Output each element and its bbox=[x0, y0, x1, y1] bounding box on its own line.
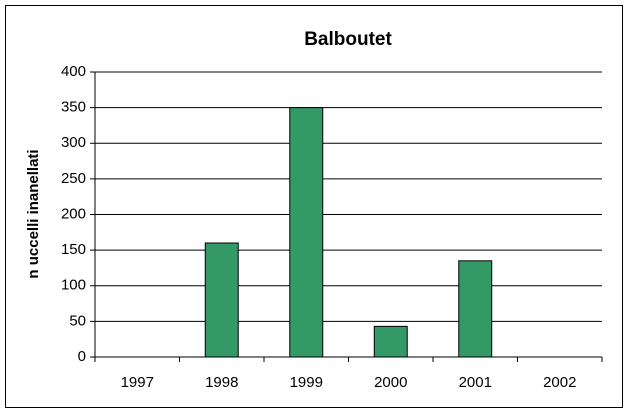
y-tick-label: 150 bbox=[61, 241, 86, 258]
y-axis-label: n uccelli inanellati bbox=[25, 149, 42, 278]
y-tick-label: 0 bbox=[78, 348, 86, 365]
y-tick-label: 50 bbox=[69, 312, 86, 329]
y-tick-label: 200 bbox=[61, 205, 86, 222]
bar bbox=[458, 260, 493, 358]
y-tick-label: 100 bbox=[61, 277, 86, 294]
bar bbox=[204, 242, 239, 358]
bar bbox=[373, 325, 408, 358]
y-tick-label: 250 bbox=[61, 170, 86, 187]
y-tick-label: 350 bbox=[61, 99, 86, 116]
y-tick-label: 300 bbox=[61, 134, 86, 151]
y-tick-label: 400 bbox=[61, 63, 86, 80]
chart-title: Balboutet bbox=[304, 29, 392, 50]
x-tick-label: 1998 bbox=[205, 374, 238, 391]
bar bbox=[289, 107, 324, 358]
x-tick-label: 1997 bbox=[121, 374, 154, 391]
x-tick-label: 2002 bbox=[543, 374, 576, 391]
x-tick-label: 2000 bbox=[374, 374, 407, 391]
x-tick-label: 1999 bbox=[290, 374, 323, 391]
x-tick-label: 2001 bbox=[459, 374, 492, 391]
